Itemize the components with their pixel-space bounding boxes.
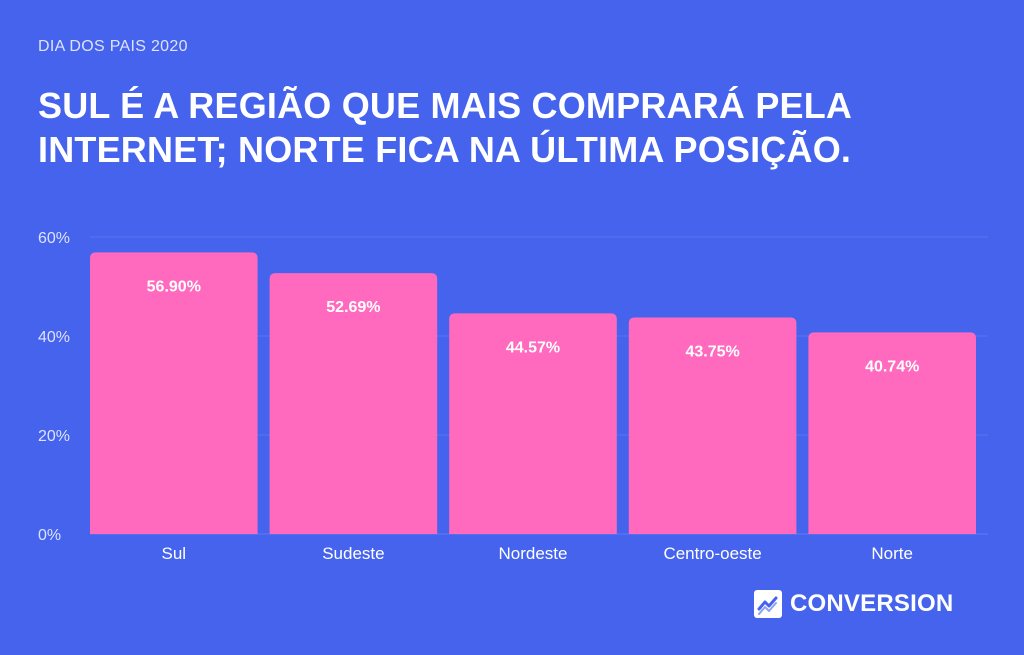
x-tick-label: Sudeste — [322, 544, 384, 563]
x-tick-label: Centro-oeste — [663, 544, 761, 563]
trend-chart-icon — [754, 590, 782, 618]
x-tick-label: Norte — [871, 544, 913, 563]
y-tick-label: 20% — [38, 428, 70, 445]
brand-logo: CONVERSION — [754, 590, 953, 618]
bar — [628, 317, 797, 534]
brand-name: CONVERSION — [790, 590, 954, 617]
data-label: 43.75% — [685, 343, 739, 360]
bar — [269, 273, 438, 534]
chart-kicker: DIA DOS PAIS 2020 — [38, 38, 188, 55]
y-tick-label: 0% — [38, 527, 61, 544]
data-label: 44.57% — [506, 339, 560, 356]
data-label: 52.69% — [326, 299, 380, 316]
data-label: 40.74% — [865, 358, 919, 375]
chart-title: SUL É A REGIÃO QUE MAIS COMPRARÁ PELA IN… — [38, 85, 852, 170]
data-label: 56.90% — [147, 278, 201, 295]
bar — [808, 332, 976, 534]
x-tick-label: Sul — [162, 544, 187, 563]
x-tick-label: Nordeste — [499, 544, 568, 563]
y-tick-label: 40% — [38, 329, 70, 346]
bar — [90, 252, 258, 534]
y-tick-label: 60% — [38, 230, 70, 247]
bar — [449, 313, 617, 534]
